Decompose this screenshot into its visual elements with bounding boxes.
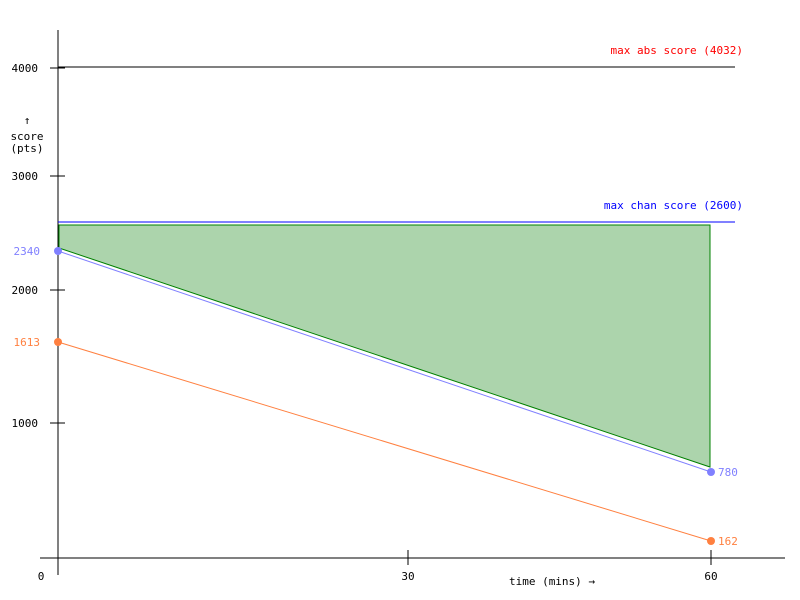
x-axis-label: time (mins) →: [509, 575, 595, 588]
shaded-area: [58, 224, 711, 468]
data-label: 780: [718, 466, 738, 479]
data-point: [54, 247, 62, 255]
y-axis-label: score: [10, 130, 43, 143]
x-tick-label: 60: [704, 570, 717, 583]
y-tick-label: 2000: [12, 284, 39, 297]
data-point: [707, 468, 715, 476]
x-tick-label: 0: [38, 570, 45, 583]
data-label: 162: [718, 535, 738, 548]
y-tick-label: 4000: [12, 62, 39, 75]
series-line: [57, 250, 712, 473]
y-axis-label: (pts): [10, 142, 43, 155]
data-label: 1613: [14, 336, 41, 349]
data-point: [707, 537, 715, 545]
reference-line-label: max abs score (4032): [611, 44, 743, 57]
reference-line-label: max chan score (2600): [604, 199, 743, 212]
y-tick-label: 1000: [12, 417, 39, 430]
data-label: 2340: [14, 245, 41, 258]
y-axis-arrow-icon: ↑: [24, 114, 31, 127]
data-point: [54, 338, 62, 346]
series-line: [57, 341, 712, 542]
y-tick-label: 3000: [12, 170, 39, 183]
x-tick-label: 30: [401, 570, 414, 583]
